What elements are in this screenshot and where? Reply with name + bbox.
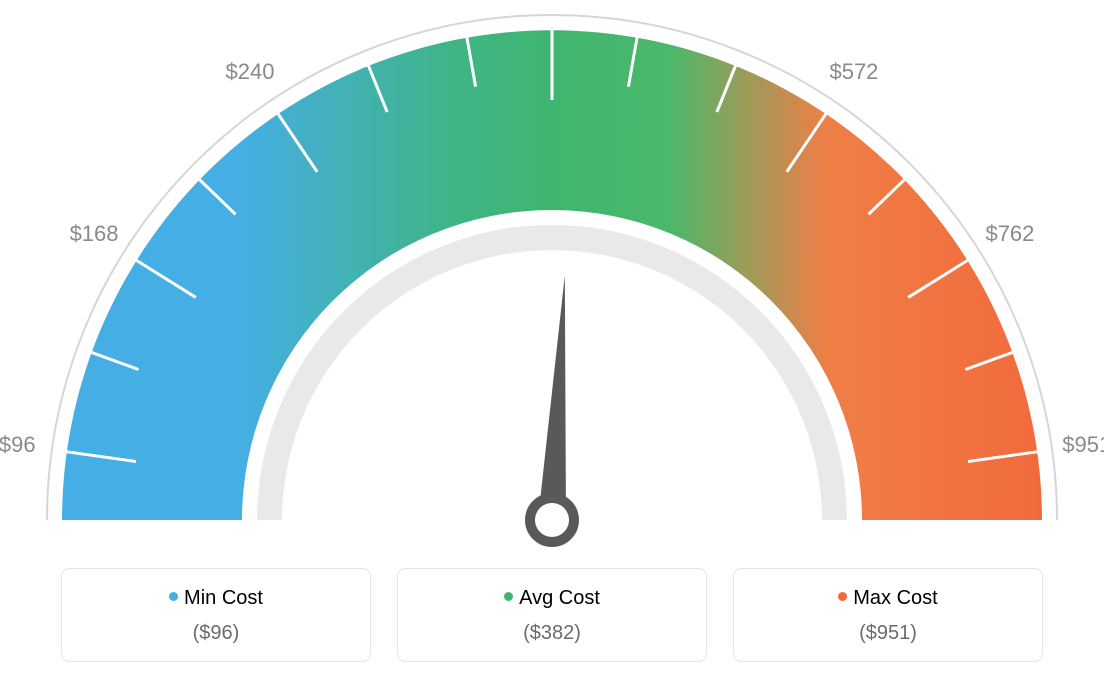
legend-label-avg: Avg Cost xyxy=(408,587,696,610)
cost-gauge-container: $96$168$240$382$572$762$951 Min Cost ($9… xyxy=(0,0,1104,690)
legend-value-min: ($96) xyxy=(72,622,360,645)
gauge-chart: $96$168$240$382$572$762$951 xyxy=(0,0,1104,560)
legend-value-max: ($951) xyxy=(744,622,1032,645)
legend-label-max-text: Max Cost xyxy=(853,587,937,609)
legend-card-max: Max Cost ($951) xyxy=(733,568,1043,662)
legend-label-min-text: Min Cost xyxy=(184,587,263,609)
legend-card-min: Min Cost ($96) xyxy=(61,568,371,662)
gauge-tick-label: $762 xyxy=(985,221,1034,247)
legend-dot-max xyxy=(838,592,847,601)
gauge-tick-label: $96 xyxy=(0,432,36,458)
legend-dot-avg xyxy=(504,592,513,601)
legend-dot-min xyxy=(169,592,178,601)
gauge-tick-label: $572 xyxy=(829,59,878,85)
legend-label-avg-text: Avg Cost xyxy=(519,587,600,609)
legend-card-avg: Avg Cost ($382) xyxy=(397,568,707,662)
legend-value-avg: ($382) xyxy=(408,622,696,645)
legend-row: Min Cost ($96) Avg Cost ($382) Max Cost … xyxy=(0,568,1104,662)
gauge-tick-label: $951 xyxy=(1062,432,1104,458)
gauge-svg xyxy=(0,0,1104,560)
gauge-tick-label: $240 xyxy=(226,59,275,85)
legend-label-max: Max Cost xyxy=(744,587,1032,610)
gauge-tick-label: $168 xyxy=(70,221,119,247)
legend-label-min: Min Cost xyxy=(72,587,360,610)
